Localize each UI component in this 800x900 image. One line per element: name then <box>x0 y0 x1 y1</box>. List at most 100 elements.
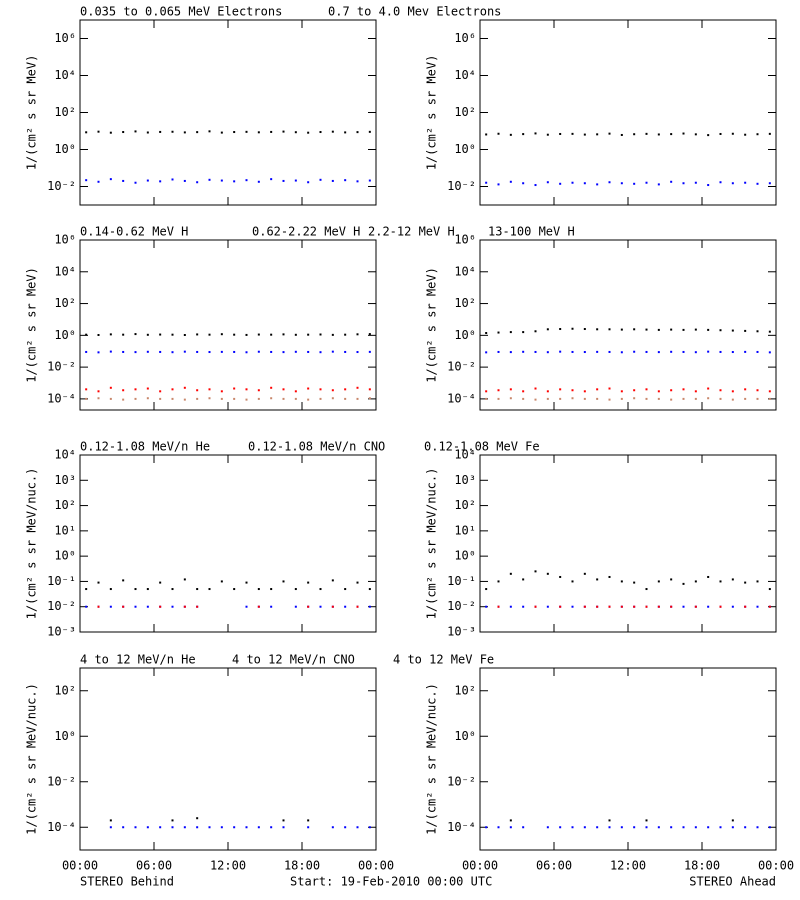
y-tick-label: 10⁻² <box>47 599 76 613</box>
data-point <box>485 826 488 829</box>
data-point <box>220 350 223 353</box>
data-point <box>497 350 500 353</box>
data-point <box>608 350 611 353</box>
data-point <box>344 388 347 391</box>
data-point <box>307 333 310 336</box>
data-point <box>344 826 347 829</box>
data-point <box>245 398 248 401</box>
data-point <box>608 181 611 184</box>
data-point <box>596 388 599 391</box>
data-point <box>171 388 174 391</box>
data-point <box>307 581 310 584</box>
data-point <box>97 581 100 584</box>
data-point <box>682 132 685 135</box>
data-point <box>559 132 562 135</box>
data-point <box>583 328 586 331</box>
data-point <box>146 387 149 390</box>
y-axis-label: 1/(cm² s sr MeV/nuc.) <box>425 683 439 835</box>
data-point <box>571 389 574 392</box>
y-tick-label: 10⁶ <box>454 31 476 45</box>
data-point <box>331 333 334 336</box>
legend-entry: 0.12-1.08 MeV/n He <box>80 440 210 454</box>
x-tick-label: 18:00 <box>284 859 320 873</box>
data-point <box>183 605 186 608</box>
y-tick-label: 10² <box>454 296 476 310</box>
data-point <box>707 134 710 137</box>
y-tick-label: 10⁻² <box>447 774 476 788</box>
data-point <box>620 580 623 583</box>
y-tick-label: 10⁻³ <box>447 625 476 639</box>
data-point <box>657 397 660 400</box>
data-point <box>485 351 488 354</box>
data-point <box>171 588 174 591</box>
y-tick-label: 10⁴ <box>54 68 76 82</box>
data-point <box>633 182 636 185</box>
data-point <box>768 351 771 354</box>
data-point <box>85 131 88 134</box>
y-axis-label: 1/(cm² s sr MeV) <box>25 55 39 171</box>
data-point <box>356 131 359 134</box>
data-point <box>559 826 562 829</box>
data-point <box>233 387 236 390</box>
data-point <box>546 390 549 393</box>
data-point <box>368 179 371 182</box>
data-point <box>596 578 599 581</box>
data-point <box>196 397 199 400</box>
data-point <box>196 605 199 608</box>
data-point <box>97 333 100 336</box>
data-point <box>356 180 359 183</box>
data-point <box>109 131 112 134</box>
data-point <box>122 398 125 401</box>
data-point <box>768 132 771 135</box>
data-point <box>497 132 500 135</box>
data-point <box>183 333 186 336</box>
data-point <box>768 330 771 333</box>
data-point <box>509 331 512 334</box>
data-point <box>583 397 586 400</box>
data-point <box>596 397 599 400</box>
x-tick-label: 06:00 <box>136 859 172 873</box>
data-point <box>645 132 648 135</box>
data-point <box>282 580 285 583</box>
data-point <box>534 184 537 187</box>
data-point <box>257 131 260 134</box>
data-point <box>282 130 285 133</box>
data-point <box>220 397 223 400</box>
data-point <box>534 350 537 353</box>
data-point <box>220 333 223 336</box>
data-point <box>196 389 199 392</box>
data-point <box>719 181 722 184</box>
data-point <box>546 826 549 829</box>
data-point <box>756 182 759 185</box>
x-tick-label: 00:00 <box>462 859 498 873</box>
data-point <box>85 588 88 591</box>
data-point <box>657 183 660 186</box>
footer-right: STEREO Ahead <box>689 875 776 889</box>
data-point <box>707 328 710 331</box>
data-point <box>559 575 562 578</box>
data-point <box>534 398 537 401</box>
data-point <box>85 350 88 353</box>
legend-entry: 0.12-1.08 MeV/n CNO <box>248 440 385 454</box>
data-point <box>85 179 88 182</box>
y-tick-label: 10¹ <box>454 523 476 537</box>
data-point <box>220 131 223 134</box>
data-point <box>522 350 525 353</box>
data-point <box>319 588 322 591</box>
legend-entry: 4 to 12 MeV Fe <box>393 653 494 667</box>
y-tick-label: 10² <box>454 498 476 512</box>
data-point <box>134 333 137 336</box>
data-point <box>85 333 88 336</box>
data-point <box>368 130 371 133</box>
plot-frame <box>79 19 377 206</box>
data-point <box>768 605 771 608</box>
data-point <box>257 605 260 608</box>
data-point <box>331 389 334 392</box>
data-point <box>257 389 260 392</box>
y-tick-label: 10⁻⁴ <box>447 820 476 834</box>
data-point <box>633 826 636 829</box>
data-point <box>719 580 722 583</box>
data-point <box>497 580 500 583</box>
